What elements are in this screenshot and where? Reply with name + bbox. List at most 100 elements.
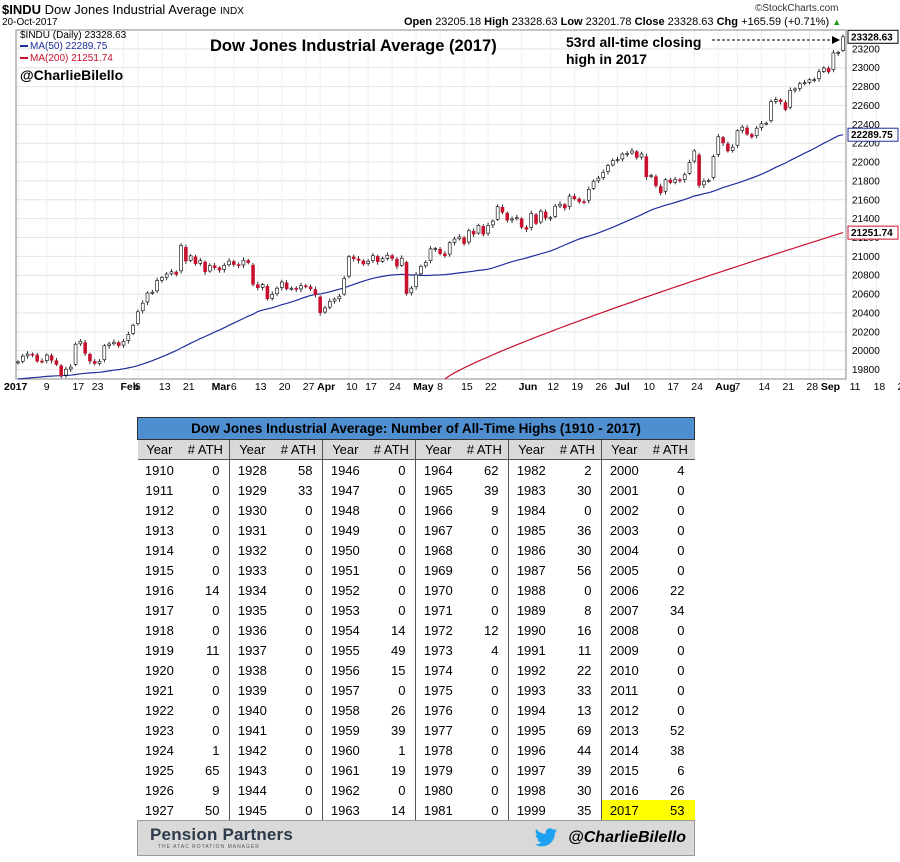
year-cell: 1948 — [322, 500, 368, 520]
candle — [702, 180, 706, 186]
year-cell: 1943 — [229, 760, 275, 780]
year-cell: 1911 — [145, 482, 174, 498]
candle — [256, 284, 260, 288]
year-cell: 2015 — [601, 760, 647, 780]
ath-count-cell: 1 — [212, 742, 220, 758]
ath-count-cell: 49 — [390, 642, 406, 658]
ath-count-cell: 14 — [205, 582, 220, 598]
candle — [361, 260, 366, 265]
ath-count-cell: 22 — [576, 662, 592, 678]
candle — [25, 353, 30, 357]
ath-count-cell: 8 — [584, 602, 592, 618]
candle — [414, 274, 418, 287]
ath-count-cell: 0 — [491, 762, 499, 778]
candle — [793, 88, 797, 91]
year-cell: 1949 — [322, 520, 368, 540]
candle — [385, 254, 390, 259]
legend-series: $INDU (Daily) 23328.63 — [20, 30, 127, 41]
annotation-line-2: high in 2017 — [566, 51, 647, 67]
ath-count-cell: 0 — [305, 722, 313, 738]
year-cell: 1914 — [144, 542, 174, 558]
year-cell: 1981 — [415, 800, 461, 820]
ath-count-cell: 0 — [677, 642, 685, 658]
candle — [212, 265, 217, 268]
ticker-symbol: $INDU — [2, 2, 42, 17]
year-cell: 2009 — [601, 640, 647, 660]
year-cell: 1960 — [322, 740, 368, 760]
ohlc-readout: Open 23205.18 High 23328.63 Low 23201.78… — [404, 16, 842, 28]
candle — [299, 285, 303, 290]
candle — [179, 245, 183, 272]
year-cell: 1942 — [229, 740, 275, 760]
candle — [419, 266, 423, 275]
candle — [313, 289, 318, 296]
candle — [40, 360, 44, 363]
year-cell: 1978 — [415, 740, 461, 760]
candle — [260, 284, 265, 288]
col-header-year: Year — [137, 439, 182, 460]
y-tick-label: 20400 — [852, 308, 880, 319]
year-cell: 1913 — [144, 522, 174, 538]
candle — [21, 355, 25, 362]
candle — [539, 210, 543, 223]
high-value: 23328.63 — [511, 16, 558, 28]
ath-count-cell: 0 — [677, 662, 685, 678]
year-cell: 2016 — [601, 780, 647, 800]
candle — [663, 179, 668, 192]
ath-count-cell: 0 — [677, 702, 685, 718]
ath-count-cell: 16 — [576, 622, 592, 638]
candle — [754, 127, 759, 137]
candle — [692, 150, 697, 162]
candle — [452, 238, 457, 243]
candle — [462, 237, 466, 244]
year-cell: 1917 — [144, 602, 174, 618]
candle — [68, 366, 73, 370]
year-cell: 1927 — [144, 802, 174, 818]
table-row: 1925 65 1943 0 1961 19 1979 0 1997 39 2015 6 — [138, 760, 695, 780]
year-cell: 1956 — [322, 660, 368, 680]
ath-table-wrap: Dow Jones Industrial Average: Number of … — [137, 417, 695, 820]
candle — [78, 340, 83, 345]
candle — [217, 267, 222, 271]
ath-count-cell: 12 — [483, 622, 499, 638]
ath-count-cell: 0 — [491, 582, 499, 598]
candle — [586, 189, 591, 201]
candle — [639, 153, 644, 158]
ath-count-cell: 0 — [212, 562, 220, 578]
ath-count-cell: 9 — [491, 502, 499, 518]
year-cell: 1919 — [144, 642, 174, 658]
ath-count-cell: 0 — [212, 622, 220, 638]
candle — [438, 248, 442, 254]
candle — [390, 255, 394, 259]
pension-partners-tagline: THE ATAC ROTATION MANAGER — [158, 844, 260, 850]
y-tick-label: 22600 — [852, 101, 880, 112]
ath-count-cell: 0 — [491, 722, 499, 738]
year-cell: 2012 — [601, 700, 647, 720]
year-cell: 1983 — [508, 480, 554, 500]
candle — [553, 205, 557, 217]
candle — [241, 259, 246, 266]
candle — [347, 256, 351, 277]
x-tick-label: Apr — [317, 381, 335, 393]
x-tick-label: Sep — [821, 381, 840, 393]
candle — [30, 353, 35, 356]
col-header-ath: # ATH — [181, 439, 230, 460]
ath-count-cell: 15 — [390, 662, 406, 678]
year-cell: 1938 — [229, 660, 275, 680]
x-tick-label: 21 — [183, 381, 195, 393]
ath-count-cell: 53 — [646, 800, 695, 820]
candle — [481, 226, 486, 235]
ath-count-cell: 0 — [398, 502, 406, 518]
candle — [486, 225, 490, 234]
candle — [289, 287, 294, 290]
year-cell: 1972 — [415, 620, 461, 640]
ath-count-cell: 65 — [205, 762, 220, 778]
year-cell: 1973 — [415, 640, 461, 660]
candle — [735, 130, 740, 146]
ath-count-cell: 0 — [398, 782, 406, 798]
col-header-year: Year — [508, 439, 554, 460]
year-cell: 1994 — [508, 700, 554, 720]
x-tick-label: Feb — [121, 381, 140, 393]
table-row: 1922 0 1940 0 1958 26 1976 0 1994 13 2012 0 — [138, 700, 695, 720]
